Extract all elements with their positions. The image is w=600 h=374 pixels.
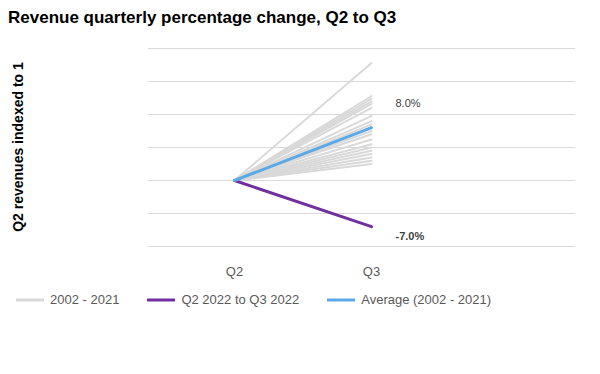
html-text:Average (2002 - 2021): Average (2002 - 2021) bbox=[361, 292, 492, 307]
html-text:Q2 2022 to Q3 2022: Q2 2022 to Q3 2022 bbox=[181, 292, 300, 307]
svg-text:-7.0%: -7.0% bbox=[396, 230, 425, 242]
svg-text:8.0%: 8.0% bbox=[396, 97, 421, 109]
html-text:2002 - 2021: 2002 - 2021 bbox=[50, 292, 120, 307]
html-text:Q2 revenues indexed to 1: Q2 revenues indexed to 1 bbox=[10, 62, 26, 232]
svg-text:Q2: Q2 bbox=[226, 264, 243, 279]
html-text:Revenue quarterly percentage c: Revenue quarterly percentage change, Q2 … bbox=[8, 8, 397, 27]
svg-text:Q3: Q3 bbox=[363, 264, 380, 279]
